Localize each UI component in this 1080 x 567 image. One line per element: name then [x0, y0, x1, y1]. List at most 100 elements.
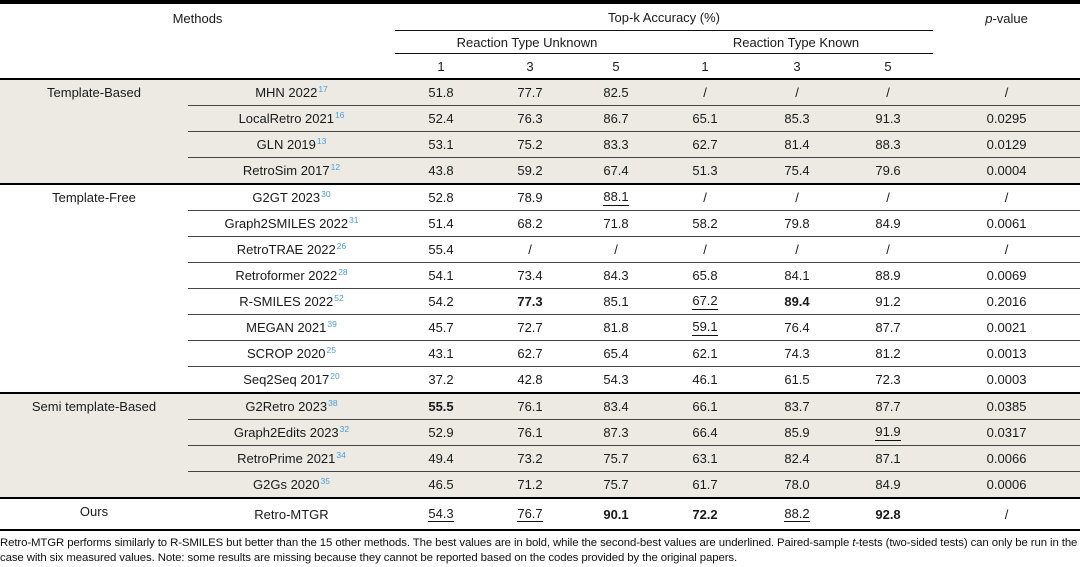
citation-ref[interactable]: 16: [334, 109, 345, 120]
value-cell: /: [573, 236, 659, 263]
pvalue-cell: 0.0295: [933, 105, 1080, 132]
value-cell: 76.4: [751, 314, 843, 341]
value-cell: /: [843, 236, 934, 263]
value-cell: 87.3: [573, 419, 659, 446]
table-row: RetroTRAE 202226 55.4// / / / /: [0, 236, 1080, 263]
value-cell: 37.2: [395, 366, 487, 393]
value-cell: 62.1: [659, 340, 751, 367]
value-cell: 75.2: [487, 131, 573, 158]
value-cell: 76.7: [487, 497, 573, 530]
value-cell: 84.3: [573, 262, 659, 289]
citation-ref[interactable]: 38: [328, 397, 338, 408]
value-cell: 52.4: [395, 105, 487, 132]
pvalue-cell: /: [933, 183, 1080, 211]
group-label: Template-Based: [0, 78, 188, 184]
citation-ref[interactable]: 25: [326, 344, 336, 355]
value-cell: /: [751, 183, 843, 211]
value-cell: /: [843, 183, 934, 211]
method-name: SCROP 202025: [188, 340, 395, 367]
citation-ref[interactable]: 34: [336, 449, 346, 460]
value-cell: 86.7: [573, 105, 659, 132]
value-cell: 92.8: [843, 497, 934, 530]
value-cell: 82.5: [573, 78, 659, 106]
value-cell: 65.4: [573, 340, 659, 367]
value-cell: 58.2: [659, 210, 751, 237]
value-cell: 71.2: [487, 471, 573, 498]
topk-col-5-known: 5: [884, 58, 892, 74]
citation-ref[interactable]: 30: [321, 188, 331, 199]
value-cell: 51.4: [395, 210, 487, 237]
value-cell: 78.9: [487, 183, 573, 211]
value-cell: 77.7: [487, 78, 573, 106]
value-cell: 88.1: [573, 183, 659, 211]
citation-ref[interactable]: 39: [327, 318, 337, 329]
method-name: Seq2Seq 201720: [188, 366, 395, 393]
value-cell: 62.7: [659, 131, 751, 158]
value-cell: 87.7: [843, 392, 934, 420]
citation-ref[interactable]: 35: [320, 475, 330, 486]
results-table: Methods Top-k Accuracy (%) p-value React…: [0, 0, 1080, 531]
value-cell: 72.2: [659, 497, 751, 530]
pvalue-cell: 0.0003: [933, 366, 1080, 393]
method-name: RetroSim 201712: [188, 157, 395, 184]
citation-ref[interactable]: 26: [336, 240, 347, 251]
pvalue-cell: 0.0129: [933, 131, 1080, 158]
value-cell: /: [659, 78, 751, 106]
table-row: SCROP 202025 43.1 62.7 65.4 62.1 74.3 81.2 0.00…: [0, 340, 1080, 367]
pvalue-cell: /: [933, 236, 1080, 263]
value-cell: 72.3: [843, 366, 934, 393]
value-cell: 81.2: [843, 340, 934, 367]
value-cell: 43.8: [395, 157, 487, 184]
value-cell: 76.3: [487, 105, 573, 132]
value-cell: 53.1: [395, 131, 487, 158]
table-row: Template-Free G2GT 202330 52.8 78.9 88.1// / /: [0, 183, 1080, 393]
citation-ref[interactable]: 20: [330, 370, 340, 381]
table-row: Graph2Edits 202332 52.9 76.1 87.3 66.4 85.9 91…: [0, 419, 1080, 446]
value-cell: /: [751, 236, 843, 263]
citation-ref[interactable]: 31: [349, 214, 359, 225]
citation-ref[interactable]: 12: [330, 161, 341, 172]
citation-ref[interactable]: 32: [339, 423, 350, 434]
value-cell: 42.8: [487, 366, 573, 393]
table-row: Graph2SMILES 202231 51.4 68.2 71.8 58.2 79.8 8…: [0, 210, 1080, 237]
value-cell: 62.7: [487, 340, 573, 367]
value-cell: 87.7: [843, 314, 934, 341]
method-name: MHN 202217: [188, 78, 395, 106]
value-cell: /: [487, 236, 573, 263]
citation-ref[interactable]: 17: [318, 83, 328, 94]
pvalue-cell: 0.0317: [933, 419, 1080, 446]
value-cell: 59.1: [659, 314, 751, 341]
group-label: Template-Free: [0, 183, 188, 393]
reaction-type-known-header: Reaction Type Known: [659, 30, 934, 54]
value-cell: 75.7: [573, 445, 659, 472]
value-cell: 46.1: [659, 366, 751, 393]
value-cell: 89.4: [751, 288, 843, 315]
value-cell: 83.4: [573, 392, 659, 420]
table-row: Semi template-Based G2Retro 202338 55.5 76.…: [0, 392, 1080, 498]
reaction-type-unknown-header: Reaction Type Unknown: [395, 30, 659, 54]
pvalue-cell: 0.0061: [933, 210, 1080, 237]
pvalue-header-rest: -value: [992, 11, 1028, 26]
pvalue-header-italic: p: [985, 11, 993, 26]
value-cell: 79.6: [843, 157, 934, 184]
citation-ref[interactable]: 52: [334, 292, 344, 303]
table-row: R-SMILES 202252 54.2 77.3 85.1 67.2 89.4 91.2 0…: [0, 288, 1080, 315]
pvalue-cell: 0.0004: [933, 157, 1080, 184]
results-tbody: Template-Based MHN 202217 51.8 77.7 82.5// / /…: [0, 78, 1080, 530]
method-name: Graph2SMILES 202231: [188, 210, 395, 237]
value-cell: 54.3: [395, 497, 487, 530]
methods-header: Methods: [172, 11, 223, 26]
method-name: GLN 201913: [188, 131, 395, 158]
value-cell: 87.1: [843, 445, 934, 472]
method-name: LocalRetro 202116: [188, 105, 395, 132]
pvalue-cell: 0.0006: [933, 471, 1080, 498]
value-cell: 66.1: [659, 392, 751, 420]
pvalue-cell: 0.0385: [933, 392, 1080, 420]
value-cell: 74.3: [751, 340, 843, 367]
citation-ref[interactable]: 28: [338, 266, 348, 277]
method-name: MEGAN 202139: [188, 314, 395, 341]
topk-accuracy-header: Top-k Accuracy (%): [395, 2, 934, 31]
citation-ref[interactable]: 13: [316, 135, 327, 146]
value-cell: 83.3: [573, 131, 659, 158]
